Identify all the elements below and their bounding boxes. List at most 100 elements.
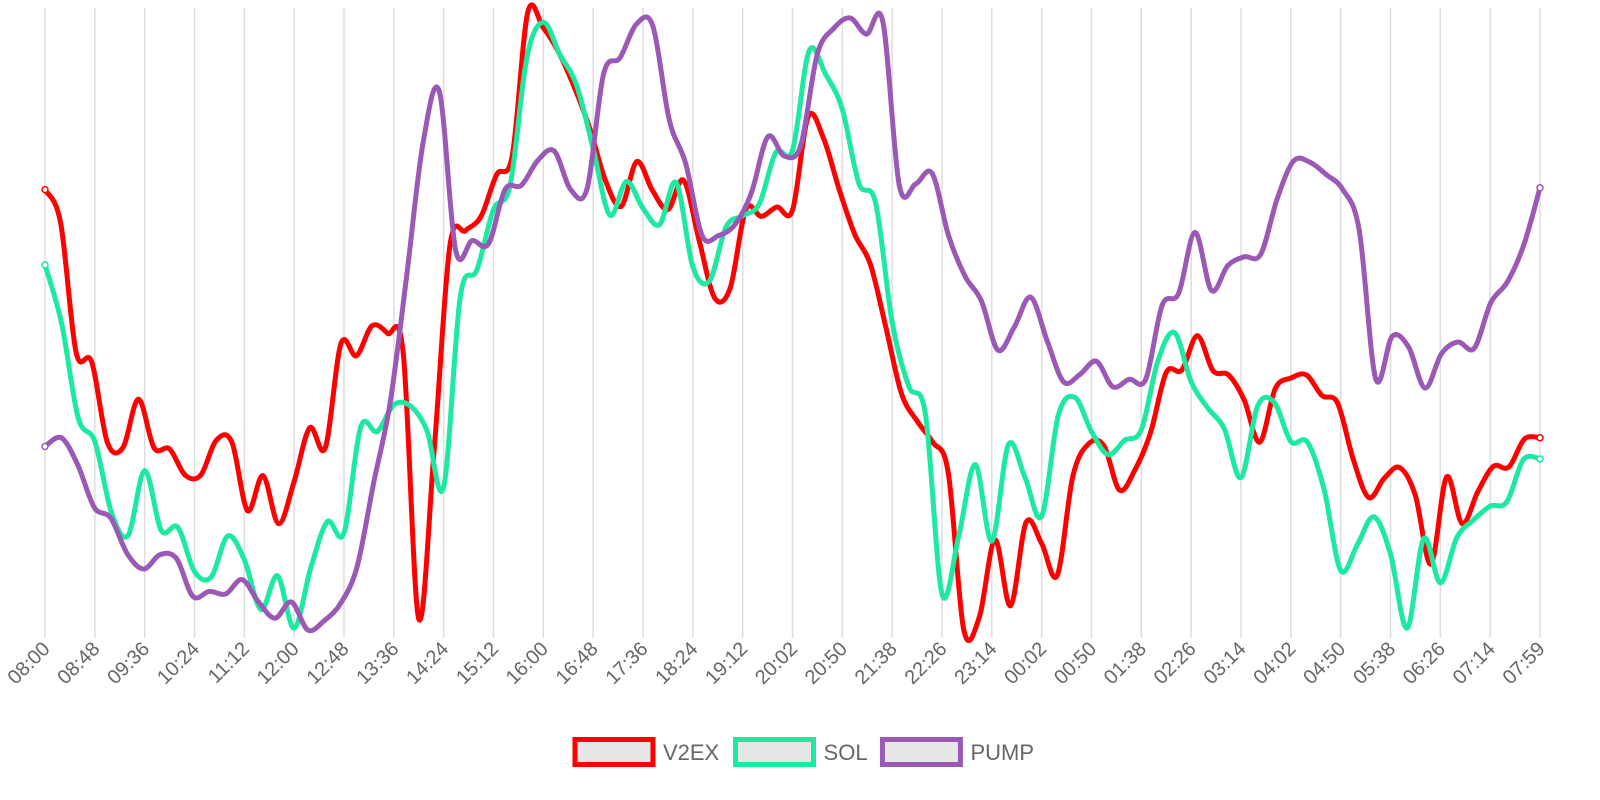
data-point[interactable] [120, 445, 126, 451]
data-point[interactable] [540, 19, 546, 25]
data-point[interactable] [1397, 465, 1403, 471]
data-point[interactable] [1338, 567, 1344, 573]
data-point[interactable] [1257, 439, 1263, 445]
data-point[interactable] [157, 552, 163, 558]
data-point[interactable] [420, 141, 426, 147]
data-point[interactable] [1044, 338, 1050, 344]
data-point[interactable] [1208, 287, 1214, 293]
data-point[interactable] [41, 185, 49, 194]
data-point[interactable] [75, 462, 81, 468]
data-point[interactable] [732, 221, 738, 227]
data-point[interactable] [1011, 324, 1017, 330]
data-point[interactable] [1148, 429, 1154, 435]
legend-item-sol[interactable]: SOL [733, 737, 868, 767]
data-point[interactable] [1307, 159, 1313, 165]
data-point[interactable] [182, 472, 188, 478]
data-point[interactable] [469, 238, 475, 244]
data-point[interactable] [223, 591, 229, 597]
data-point[interactable] [385, 330, 391, 336]
data-point[interactable] [441, 484, 447, 490]
data-point[interactable] [41, 261, 49, 269]
data-point[interactable] [756, 201, 762, 207]
data-point[interactable] [1271, 399, 1277, 405]
data-point[interactable] [260, 473, 266, 479]
data-point[interactable] [229, 439, 235, 445]
data-point[interactable] [1155, 358, 1161, 364]
data-point[interactable] [1225, 263, 1231, 269]
data-point[interactable] [486, 241, 492, 247]
data-point[interactable] [1210, 368, 1216, 374]
data-point[interactable] [275, 573, 281, 579]
data-point[interactable] [781, 153, 787, 159]
data-point[interactable] [1487, 503, 1493, 509]
data-point[interactable] [1023, 519, 1029, 525]
data-point[interactable] [291, 478, 297, 484]
data-point[interactable] [551, 148, 557, 154]
data-point[interactable] [1412, 493, 1418, 499]
legend[interactable]: V2EX SOL PUMP [572, 737, 1034, 767]
data-point[interactable] [712, 295, 718, 301]
data-point[interactable] [623, 179, 629, 185]
data-point[interactable] [906, 383, 912, 389]
data-point[interactable] [135, 396, 141, 402]
data-point[interactable] [1192, 230, 1198, 236]
data-point[interactable] [852, 231, 858, 237]
data-point[interactable] [167, 446, 173, 452]
data-point[interactable] [1089, 429, 1094, 435]
data-point[interactable] [1085, 441, 1091, 447]
data-point[interactable] [1490, 463, 1496, 469]
data-point[interactable] [961, 627, 967, 633]
data-point[interactable] [962, 273, 968, 279]
data-point[interactable] [1521, 436, 1527, 442]
data-point[interactable] [58, 220, 64, 226]
data-point[interactable] [1238, 475, 1244, 481]
data-point[interactable] [899, 391, 905, 397]
data-point[interactable] [1438, 351, 1444, 357]
data-point[interactable] [1406, 344, 1412, 350]
data-point[interactable] [634, 159, 640, 165]
data-point[interactable] [603, 178, 609, 184]
data-point[interactable] [1354, 542, 1360, 548]
data-point[interactable] [976, 614, 982, 620]
data-point[interactable] [1255, 403, 1261, 409]
data-point[interactable] [939, 591, 945, 597]
data-point[interactable] [1521, 243, 1527, 249]
data-point[interactable] [1172, 330, 1178, 336]
data-point[interactable] [1241, 254, 1247, 260]
data-point[interactable] [447, 243, 453, 249]
data-point[interactable] [198, 472, 204, 478]
data-point[interactable] [650, 23, 656, 29]
data-point[interactable] [369, 323, 375, 329]
data-point[interactable] [956, 534, 962, 540]
data-point[interactable] [73, 350, 79, 356]
data-point[interactable] [946, 233, 952, 239]
data-point[interactable] [989, 538, 995, 544]
data-point[interactable] [1288, 375, 1294, 381]
data-point[interactable] [400, 350, 406, 356]
data-point[interactable] [584, 185, 590, 191]
data-point[interactable] [436, 88, 442, 94]
data-point[interactable] [1536, 184, 1544, 192]
data-point[interactable] [930, 439, 936, 445]
data-point[interactable] [453, 248, 459, 254]
data-point[interactable] [59, 320, 65, 326]
data-point[interactable] [945, 470, 951, 476]
data-point[interactable] [1319, 393, 1325, 399]
data-point[interactable] [1272, 386, 1278, 392]
data-point[interactable] [173, 555, 179, 561]
data-point[interactable] [1536, 455, 1544, 463]
data-point[interactable] [307, 425, 313, 431]
data-point[interactable] [1163, 369, 1169, 375]
data-point[interactable] [1421, 536, 1427, 542]
data-point[interactable] [535, 157, 541, 163]
data-point[interactable] [540, 25, 546, 31]
data-point[interactable] [1005, 442, 1011, 448]
data-point[interactable] [821, 136, 827, 142]
data-point[interactable] [524, 55, 530, 61]
data-point[interactable] [1122, 437, 1128, 443]
data-point[interactable] [557, 52, 563, 58]
data-point[interactable] [889, 319, 895, 325]
data-point[interactable] [1061, 379, 1067, 385]
data-point[interactable] [696, 237, 702, 243]
data-point[interactable] [1459, 521, 1465, 527]
